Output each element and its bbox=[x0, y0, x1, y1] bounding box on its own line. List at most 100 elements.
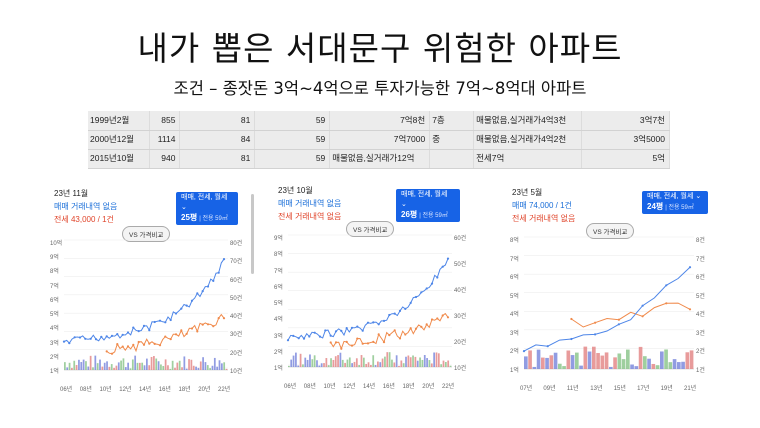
volume-bar bbox=[113, 367, 115, 370]
sale-price-point bbox=[388, 313, 391, 317]
sale-price-point bbox=[546, 345, 549, 348]
volume-bar bbox=[174, 367, 176, 370]
sale-price-point bbox=[641, 304, 644, 307]
rent-price-point bbox=[153, 342, 156, 345]
y-tick-label: 6억 bbox=[50, 297, 59, 304]
trade-type-dropdown[interactable]: 매매, 전세, 월세 ⌄ 25평 | 전용 59㎡ bbox=[176, 192, 238, 225]
volume-bar bbox=[302, 364, 304, 367]
sale-price-point bbox=[222, 258, 226, 261]
price-line-chart bbox=[62, 239, 228, 371]
rent-price-point bbox=[441, 314, 444, 317]
y-tick-label: 9억 bbox=[50, 255, 59, 262]
sale-price-point bbox=[617, 323, 620, 326]
sale-price-point bbox=[441, 265, 444, 268]
table-cell: 7억8천 bbox=[329, 111, 431, 131]
rent-status: 전세 거래내역 없음 bbox=[278, 212, 342, 221]
rent-price-point bbox=[594, 321, 597, 324]
rent-price-point bbox=[217, 317, 220, 320]
rent-price-point bbox=[350, 344, 354, 347]
sale-price-point bbox=[164, 321, 167, 324]
sale-status: 매매 거래내역 없음 bbox=[54, 202, 118, 211]
volume-bar bbox=[558, 363, 562, 369]
rent-price-point bbox=[377, 333, 380, 336]
x-tick-label: 08년 bbox=[79, 387, 92, 393]
volume-bar bbox=[566, 350, 571, 369]
x-tick-label: 16년 bbox=[382, 384, 395, 390]
volume-bar bbox=[209, 368, 211, 370]
trade-type-dropdown[interactable]: 매매, 전세, 월세 ⌄ 24평 | 전용 59㎡ bbox=[642, 191, 708, 214]
table-cell: 매물없음,실거래가4억2천 bbox=[473, 130, 583, 150]
sale-price-point bbox=[313, 331, 316, 334]
pyeong-label: 24평 bbox=[647, 202, 664, 211]
x-tick-label: 20년 bbox=[198, 387, 211, 393]
sale-price-point bbox=[142, 324, 146, 327]
volume-bar bbox=[309, 354, 311, 367]
volume-bar bbox=[288, 365, 290, 367]
sale-price-point bbox=[62, 340, 66, 343]
y-tick-label: 4억 bbox=[510, 312, 519, 319]
volume-bar bbox=[381, 358, 384, 367]
trade-type-dropdown[interactable]: 매매, 전세, 월세 ⌄ 26평 | 전용 59㎡ bbox=[396, 189, 460, 222]
sale-price-point bbox=[594, 333, 597, 336]
volume-bar bbox=[138, 362, 141, 370]
price-compare-button[interactable]: VS 가격비교 bbox=[346, 221, 395, 237]
volume-bar bbox=[414, 356, 417, 367]
volume-bar bbox=[621, 359, 626, 369]
volume-bar bbox=[370, 364, 372, 367]
volume-bar bbox=[108, 366, 111, 370]
table-row: 2000년12월 1114 84 59 7억7000 중 매물없음,실거래가4억… bbox=[88, 130, 670, 150]
rent-price-point bbox=[169, 338, 172, 341]
chart-date: 23년 10월 bbox=[278, 186, 313, 195]
sale-price-point bbox=[137, 330, 140, 333]
volume-bar bbox=[583, 346, 588, 369]
rent-price-point bbox=[340, 347, 343, 350]
rent-price-point bbox=[201, 323, 204, 326]
y-tick-label: 1억 bbox=[50, 369, 59, 375]
sale-price-point bbox=[180, 307, 183, 310]
volume-bar bbox=[306, 359, 309, 367]
sale-price-point bbox=[382, 319, 386, 322]
volume-bar bbox=[449, 365, 452, 367]
volume-bar bbox=[89, 355, 92, 370]
table-row: 2015년10월 940 81 59 매물없음,실거래가12억 전세7억 5억 bbox=[88, 149, 670, 169]
x-tick-label: 18년 bbox=[402, 384, 415, 390]
sale-price-point bbox=[100, 335, 103, 338]
volume-bar bbox=[225, 368, 228, 370]
volume-bar bbox=[344, 362, 346, 367]
y-tick-label: 10억 bbox=[50, 241, 63, 247]
rent-price-point bbox=[398, 337, 402, 340]
price-compare-button[interactable]: VS 가격비교 bbox=[586, 223, 635, 239]
sale-price-point bbox=[148, 329, 151, 332]
volume-bar bbox=[171, 360, 174, 370]
volume-bar bbox=[117, 362, 120, 370]
volume-bar bbox=[216, 366, 219, 370]
sale-price-point bbox=[425, 287, 428, 290]
pyeong-label: 26평 bbox=[401, 210, 418, 219]
table-cell: 59 bbox=[254, 130, 331, 150]
rent-price-point bbox=[121, 345, 124, 348]
price-compare-button[interactable]: VS 가격비교 bbox=[122, 226, 171, 242]
y-tick-label-right: 40건 bbox=[230, 314, 243, 321]
rent-price-point bbox=[185, 332, 188, 335]
slide-subtitle: 조건 – 종잣돈 3억~4억으로 투자가능한 7억~8억대 아파트 bbox=[173, 79, 587, 98]
volume-bar bbox=[613, 357, 617, 369]
rent-price-point bbox=[617, 318, 620, 321]
sale-price-point bbox=[377, 323, 380, 326]
volume-bar bbox=[419, 357, 421, 367]
volume-bar bbox=[388, 352, 391, 367]
volume-bar bbox=[664, 349, 668, 369]
scrollbar[interactable] bbox=[251, 194, 254, 274]
x-tick-label: 11년 bbox=[566, 386, 579, 392]
volume-bar bbox=[115, 365, 118, 370]
table-cell bbox=[429, 149, 475, 169]
y-tick-label-right: 10건 bbox=[230, 369, 243, 375]
volume-bar bbox=[330, 358, 332, 367]
y-tick-label-right: 2건 bbox=[696, 349, 705, 356]
volume-bar bbox=[124, 367, 127, 370]
y-tick-label-right: 50건 bbox=[454, 262, 467, 268]
volume-bar bbox=[575, 352, 579, 369]
volume-bar bbox=[176, 362, 179, 370]
volume-bar bbox=[325, 358, 328, 367]
x-tick-label: 18년 bbox=[178, 387, 191, 393]
price-line-chart bbox=[286, 234, 452, 368]
